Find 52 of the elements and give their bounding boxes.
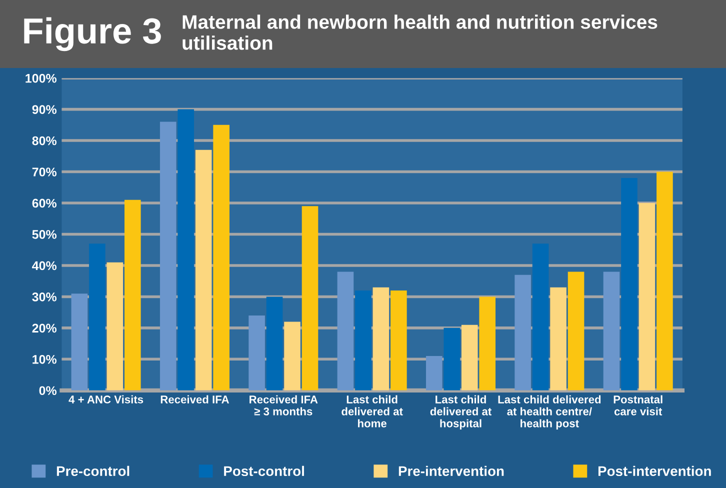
legend-label: Post-control xyxy=(224,466,304,476)
bar xyxy=(621,178,638,390)
bar xyxy=(355,290,372,390)
y-tick-label: 40% xyxy=(32,261,57,270)
bar xyxy=(178,109,194,390)
legend-label: Pre-control xyxy=(56,466,130,476)
bar xyxy=(568,272,584,390)
caption: Figure 3 xyxy=(24,17,161,52)
bar xyxy=(302,206,318,390)
y-tick-label: 0% xyxy=(39,386,57,396)
x-tick-label: Received IFA ≥ 3 months xyxy=(250,395,318,416)
x-tick-label: Received IFA xyxy=(160,395,230,404)
y-tick-label: 50% xyxy=(32,230,57,239)
bar xyxy=(195,150,212,390)
x-tick-label: Last child delivered at home xyxy=(342,395,403,428)
bar xyxy=(124,200,141,390)
y-tick-label: 70% xyxy=(32,168,57,176)
x-tick-label: Last child delivered at health centre/ health post xyxy=(498,395,601,430)
bar xyxy=(89,244,106,390)
y-tick-label: 10% xyxy=(32,354,57,364)
x-tick-label: Postnatal care visit xyxy=(614,395,662,416)
bar xyxy=(284,322,300,390)
y-tick-label: 80% xyxy=(32,136,57,146)
bar xyxy=(248,315,265,390)
y-tick-label: 90% xyxy=(32,105,57,114)
bar xyxy=(160,122,176,390)
bar xyxy=(266,296,283,390)
chart-title: Maternal and newborn health and nutrition services utilisation xyxy=(182,14,658,50)
bar xyxy=(337,272,354,390)
bar xyxy=(656,172,673,390)
bar xyxy=(213,124,230,390)
bar xyxy=(638,203,656,390)
bar xyxy=(479,296,496,390)
y-tick-label: 30% xyxy=(32,292,57,302)
bar xyxy=(461,324,478,390)
bar xyxy=(603,272,620,390)
bar xyxy=(106,262,124,390)
y-tick-label: 100% xyxy=(26,74,57,83)
bar xyxy=(514,274,531,390)
bar xyxy=(550,287,566,390)
legend-label: Pre-intervention xyxy=(398,466,504,476)
bar xyxy=(444,328,460,390)
legend-label: Post-intervention xyxy=(598,466,711,476)
x-tick-label: 4 + ANC Visits xyxy=(68,395,144,404)
bar xyxy=(532,244,549,390)
bar xyxy=(71,294,88,390)
x-tick-label: Last child delivered at hospital xyxy=(430,395,492,430)
y-tick-label: 60% xyxy=(32,198,57,208)
y-tick-label: 20% xyxy=(32,324,57,333)
bar xyxy=(390,290,407,390)
bar xyxy=(372,287,390,390)
bar xyxy=(426,356,442,390)
